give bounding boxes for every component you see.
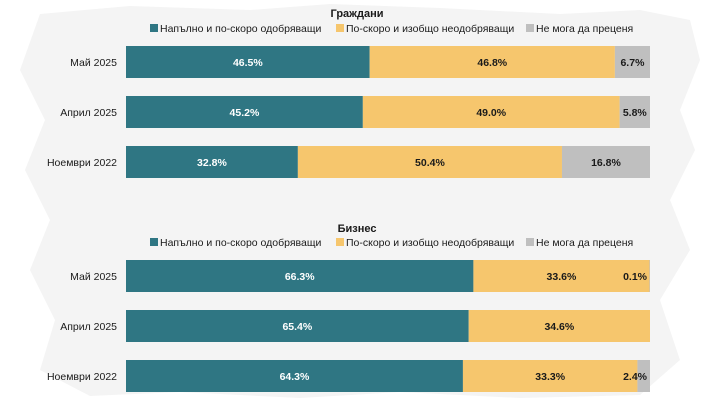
legend-swatch <box>150 24 158 32</box>
bar-segment <box>369 46 615 78</box>
legend-swatch <box>336 238 344 246</box>
data-label: 6.7% <box>620 57 645 69</box>
chart-panel-1: Бизнес Напълно и по-скоро одобряващи По-ск… <box>47 223 650 392</box>
bar-segment <box>126 46 370 78</box>
bar-segment <box>614 46 650 78</box>
bar-segment <box>619 96 650 128</box>
bar-segment <box>462 360 638 392</box>
data-label: 49.0% <box>476 107 506 119</box>
legend-swatch <box>150 238 158 246</box>
bar-segment <box>362 96 620 128</box>
data-label: 32.8% <box>197 157 227 169</box>
legend-swatch <box>526 24 534 32</box>
data-label: 34.6% <box>544 321 574 333</box>
category-label: Май 2025 <box>70 57 117 69</box>
data-label: 45.2% <box>230 107 260 119</box>
data-label: 66.3% <box>285 271 315 283</box>
bar-segment <box>637 360 650 392</box>
bar-segment <box>473 260 650 292</box>
bar-segment <box>126 310 469 342</box>
category-label: Април 2025 <box>60 107 117 119</box>
chart-panel-0: Граждани Напълно и по-скоро одобряващи По-… <box>47 8 650 178</box>
data-label: 65.4% <box>282 321 312 333</box>
chart-title: Бизнес <box>338 223 377 235</box>
data-label: 2.4% <box>623 371 648 383</box>
legend-label: По-скоро и изобщо неодобряващи <box>346 23 514 35</box>
bar-segment <box>126 260 474 292</box>
legend-swatch <box>526 238 534 246</box>
data-label: 0.1% <box>623 271 648 283</box>
data-label: 16.8% <box>591 157 621 169</box>
category-label: Април 2025 <box>60 321 117 333</box>
data-label: 46.5% <box>233 57 263 69</box>
data-label: 50.4% <box>415 157 445 169</box>
data-label: 46.8% <box>477 57 507 69</box>
bar-segment <box>649 260 650 292</box>
bar-segment <box>126 146 298 178</box>
bar-segment <box>468 310 650 342</box>
legend-swatch <box>336 24 344 32</box>
category-label: Ноември 2022 <box>47 157 117 169</box>
category-label: Ноември 2022 <box>47 371 117 383</box>
bar-segment <box>561 146 650 178</box>
legend-label: Напълно и по-скоро одобряващи <box>160 23 321 35</box>
bar-segment <box>126 360 463 392</box>
legend-label: Напълно и по-скоро одобряващи <box>160 237 321 249</box>
chart-title: Граждани <box>331 8 384 20</box>
bar-segment <box>297 146 562 178</box>
legend-label: Не мога да преценя <box>536 23 633 35</box>
legend-label: Не мога да преценя <box>536 237 633 249</box>
data-label: 5.8% <box>623 107 648 119</box>
data-label: 33.6% <box>547 271 577 283</box>
data-label: 33.3% <box>535 371 565 383</box>
bar-segment <box>126 96 363 128</box>
category-label: Май 2025 <box>70 271 117 283</box>
legend-label: По-скоро и изобщо неодобряващи <box>346 237 514 249</box>
data-label: 64.3% <box>280 371 310 383</box>
